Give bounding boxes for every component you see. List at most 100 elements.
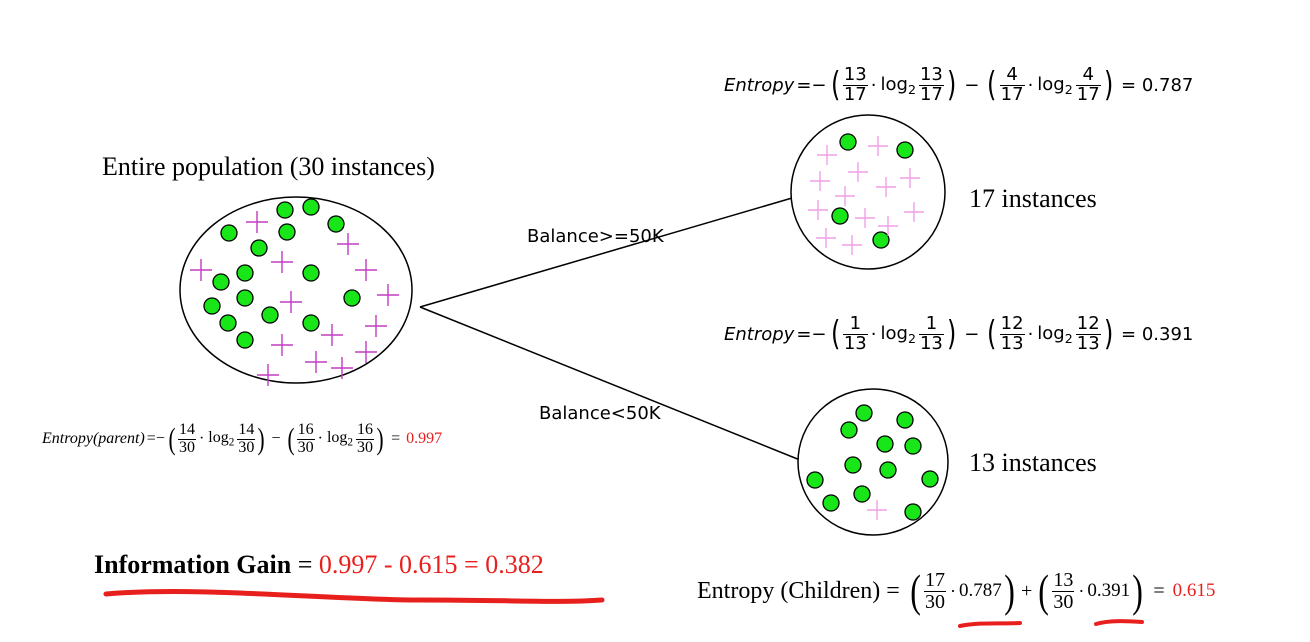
green-dot [844, 456, 862, 474]
entropy-parent-frac1: 14 30 [177, 420, 196, 456]
green-dot [879, 461, 897, 479]
green-dot [831, 207, 849, 225]
entropy-bottom-frac1: 1 13 [842, 312, 868, 354]
green-dot [876, 435, 894, 453]
entropy-top-frac4: 4 17 [1075, 63, 1101, 105]
entropy-top-frac2: 13 17 [918, 63, 944, 105]
entropy-children-formula: Entropy (Children) = ( 17 30 · 0.787 ) + … [697, 565, 1216, 617]
green-dot [219, 314, 237, 332]
plus-mark [876, 177, 896, 197]
root-node [179, 196, 413, 384]
entropy-parent-frac2: 14 30 [237, 420, 256, 456]
edge-label-bottom: Balance<50K [539, 403, 661, 424]
entropy-children-result: 0.615 [1172, 580, 1216, 601]
bottom-node-label: 13 instances [969, 448, 1097, 477]
green-dot [203, 297, 221, 315]
plus-mark [257, 364, 279, 386]
green-dot [220, 224, 238, 242]
plus-mark [190, 259, 212, 281]
entropy-top-frac3: 4 17 [999, 63, 1025, 105]
root-title: Entire population (30 instances) [102, 152, 435, 181]
root-plus-marks [190, 211, 399, 386]
green-dot [261, 306, 279, 324]
green-dot [872, 231, 890, 249]
plus-mark [817, 145, 837, 165]
bottom-child-node [797, 388, 949, 536]
top-plus-marks [808, 136, 924, 255]
plus-mark [900, 168, 920, 188]
info-gain-underline [103, 589, 605, 604]
bottom-plus-marks [867, 500, 887, 520]
info-gain-label: Information Gain [94, 550, 292, 579]
plus-mark [271, 251, 293, 273]
entropy-top-prefix: Entropy [724, 74, 795, 96]
green-dot [904, 503, 922, 521]
entropy-bottom-result: = 0.391 [1121, 323, 1194, 345]
entropy-parent-frac4: 16 30 [356, 420, 374, 456]
plus-mark [377, 284, 399, 306]
top-green-dots [831, 133, 914, 249]
root-green-dots [203, 198, 361, 349]
plus-mark [355, 259, 377, 281]
green-dot [302, 198, 320, 216]
fraction2-underline [1094, 619, 1144, 626]
green-dot [896, 411, 914, 429]
green-dot [250, 239, 268, 257]
plus-mark [816, 228, 836, 248]
plus-mark [867, 500, 887, 520]
plus-mark [355, 341, 377, 363]
green-dot [212, 273, 230, 291]
plus-mark [808, 200, 828, 220]
green-dot [302, 264, 320, 282]
entropy-parent-frac3: 16 30 [296, 420, 315, 456]
fraction1-underline [958, 621, 1022, 628]
green-dot [896, 141, 914, 159]
green-dot [236, 289, 254, 307]
plus-mark [878, 216, 898, 236]
plus-mark [842, 235, 862, 255]
plus-mark [280, 291, 302, 313]
plus-mark [271, 334, 293, 356]
entropy-bottom-prefix: Entropy [724, 323, 795, 345]
entropy-top-formula: Entropy =− ( 13 17 · log2 13 17 ) − ( 4 17 … [724, 63, 1194, 105]
plus-mark [868, 136, 888, 156]
green-dot [853, 485, 871, 503]
plus-mark [246, 211, 268, 233]
green-dot [236, 331, 254, 349]
top-node-label: 17 instances [969, 184, 1097, 213]
info-gain-expr: 0.997 - 0.615 [318, 550, 458, 579]
entropy-top-result: = 0.787 [1121, 74, 1194, 96]
green-dot [855, 404, 873, 422]
green-dot [327, 215, 345, 233]
plus-mark [337, 233, 359, 255]
plus-mark [321, 324, 343, 346]
green-dot [276, 201, 294, 219]
entropy-parent-prefix: Entropy(parent) [42, 430, 145, 447]
green-dot [343, 289, 361, 307]
top-child-node [790, 114, 946, 270]
entropy-bottom-frac3: 12 13 [999, 312, 1025, 354]
plus-mark [365, 315, 387, 337]
plus-mark [305, 351, 327, 373]
plus-mark [855, 208, 875, 228]
plus-mark [848, 162, 868, 182]
entropy-children-label: Entropy (Children) = [697, 577, 900, 604]
information-gain: Information Gain = 0.997 - 0.615 = 0.382 [94, 550, 544, 579]
green-dot [839, 133, 857, 151]
info-gain-result: 0.382 [485, 550, 544, 579]
entropy-bottom-frac4: 12 13 [1075, 312, 1101, 354]
entropy-top-eq: =− [796, 74, 827, 96]
green-dot [921, 470, 939, 488]
plus-mark [835, 186, 855, 206]
bottom-green-dots [806, 404, 939, 521]
edge-bottom [419, 306, 801, 461]
entropy-top-frac1: 13 17 [842, 63, 868, 105]
green-dot [302, 314, 320, 332]
green-dot [278, 223, 296, 241]
entropy-children-frac2: 13 30 [1052, 568, 1075, 613]
entropy-parent-formula: Entropy(parent) =− ( 14 30 · log2 14 30 ) … [42, 420, 443, 456]
green-dot [822, 494, 840, 512]
entropy-bottom-formula: Entropy =− ( 1 13 · log2 1 13 ) − ( 12 13 ·… [724, 312, 1194, 354]
green-dot [236, 264, 254, 282]
